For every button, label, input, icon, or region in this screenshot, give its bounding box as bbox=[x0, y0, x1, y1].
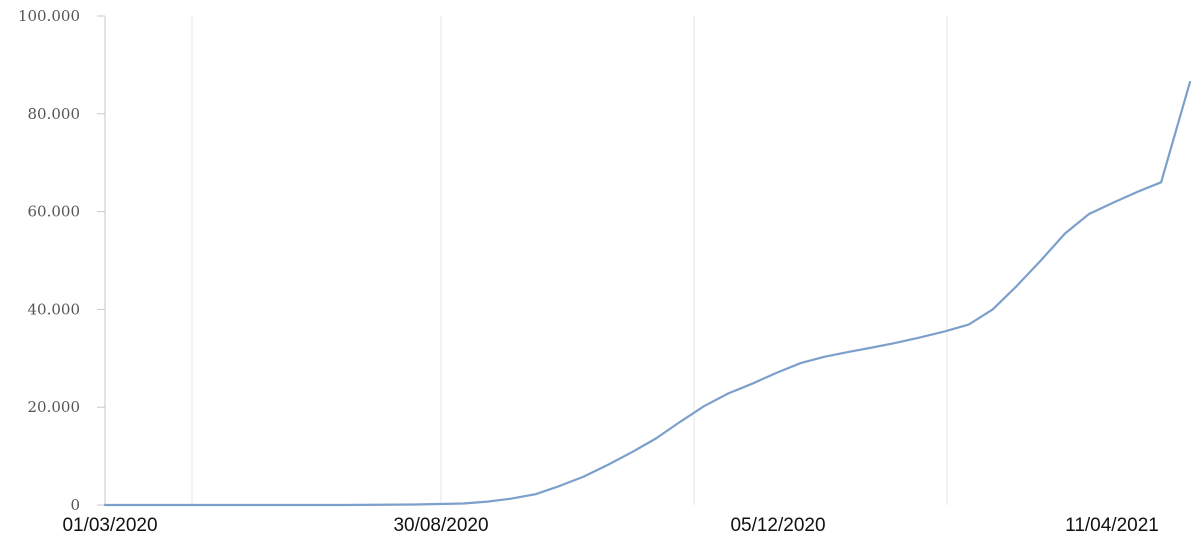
x-tick-label: 05/12/2020 bbox=[730, 515, 825, 536]
x-tick-label: 30/08/2020 bbox=[393, 515, 488, 536]
y-tick-label: 100.000 bbox=[18, 7, 80, 25]
y-tick-label: 0 bbox=[70, 496, 80, 514]
x-tick-label: 11/04/2021 bbox=[1065, 515, 1159, 536]
x-tick-label: 01/03/2020 bbox=[62, 515, 157, 536]
series-line bbox=[103, 80, 1192, 507]
x-axis-ticks: 01/03/2020 30/08/2020 05/12/2020 11/04/2021 bbox=[62, 515, 1158, 536]
series-layer bbox=[103, 80, 1192, 507]
y-axis-ticks: 0 20.000 40.000 60.000 80.000 100.000 bbox=[18, 7, 105, 514]
y-tick-label: 40.000 bbox=[28, 300, 81, 318]
y-tick-label: 20.000 bbox=[28, 398, 81, 416]
y-tick-label: 60.000 bbox=[28, 203, 81, 221]
y-tick-label: 80.000 bbox=[28, 105, 81, 123]
vertical-gridlines bbox=[191, 16, 948, 505]
